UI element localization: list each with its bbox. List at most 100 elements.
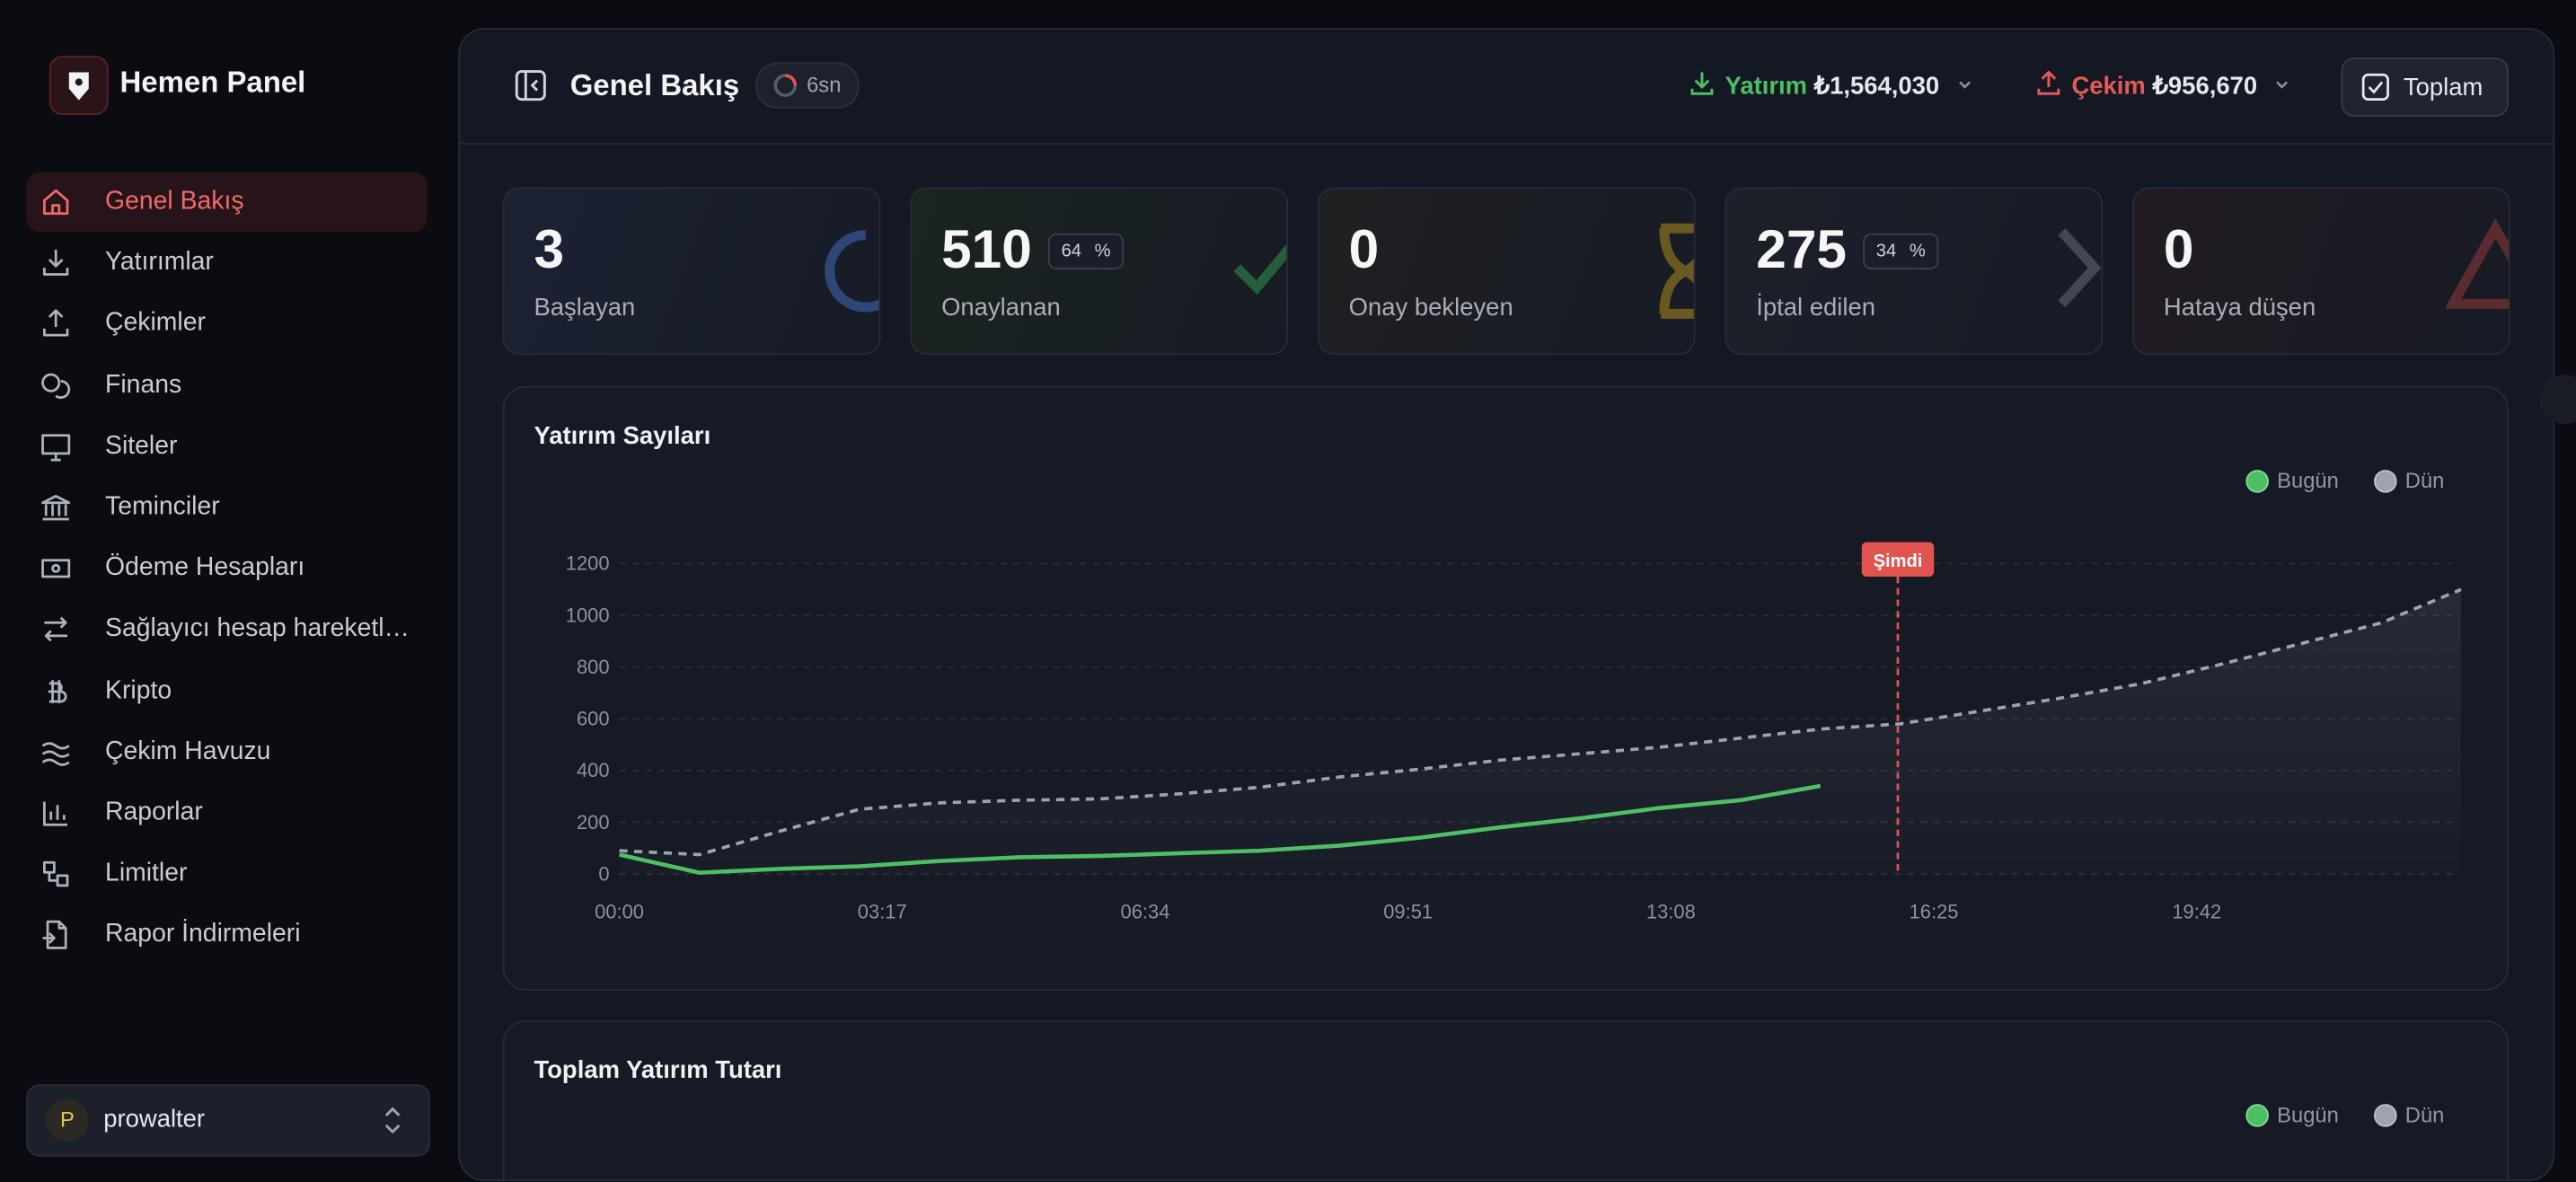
logo-icon xyxy=(68,72,89,101)
icon-path xyxy=(41,372,71,399)
badge-unit: % xyxy=(1909,241,1926,261)
nav-item[interactable]: Genel Bakış xyxy=(26,172,428,232)
nav-icon xyxy=(43,310,69,338)
spinner xyxy=(773,74,798,97)
stat-label: Başlayan xyxy=(534,294,636,322)
legend-item[interactable]: Bugün xyxy=(2245,468,2339,493)
nav-item[interactable]: Çekim Havuzu xyxy=(26,722,427,781)
nav-item[interactable]: Teminciler xyxy=(26,478,427,537)
nav-item[interactable]: Kripto xyxy=(26,661,427,720)
deposit-icon xyxy=(1690,72,1714,95)
chart-card: Toplam Yatırım Tutarı xyxy=(502,1019,2510,1180)
nav-label: Yatırımlar xyxy=(105,248,214,277)
check-icon xyxy=(2361,73,2389,101)
side-handle[interactable] xyxy=(2539,375,2576,424)
x-tick-label: 09:51 xyxy=(1383,900,1433,922)
nav-label: Siteler xyxy=(105,431,178,460)
nav-item[interactable]: Ödeme Hesapları xyxy=(26,539,427,598)
chart-title: Toplam Yatırım Tutarı xyxy=(534,1056,782,1085)
nav-item[interactable]: Rapor İndirmeleri xyxy=(26,906,427,966)
user-menu[interactable]: P prowalter xyxy=(26,1084,431,1157)
nav-label: Limitler xyxy=(105,859,188,888)
sidebar-toggle[interactable] xyxy=(515,69,548,102)
x-tick-label: 13:08 xyxy=(1646,900,1696,922)
nav-icon xyxy=(41,495,71,521)
deposit-amount: ₺1,564,030 xyxy=(1813,72,1940,101)
nav-icon xyxy=(42,921,67,950)
legend-label: Bugün xyxy=(2277,1102,2339,1127)
y-tick-label: 1000 xyxy=(566,604,610,626)
icon-path xyxy=(1659,223,1694,319)
stat-badge: 34% xyxy=(1863,233,1939,269)
legend-item[interactable]: Bugün xyxy=(2245,1102,2339,1127)
caret xyxy=(1958,81,1971,89)
page-title: Genel Bakış xyxy=(569,68,740,102)
y-tick-label: 800 xyxy=(577,656,610,678)
legend-label: Dün xyxy=(2404,468,2445,493)
x-tick-label: 19:42 xyxy=(2172,900,2221,922)
stat-value: 3 xyxy=(534,218,565,279)
x-tick-label: 16:25 xyxy=(1910,900,1959,922)
nav-item[interactable]: Finans xyxy=(26,356,427,415)
badge-unit: % xyxy=(1094,241,1111,261)
nav-item[interactable]: Siteler xyxy=(26,417,427,476)
stat-value: 510 xyxy=(941,218,1032,279)
card-icon xyxy=(1659,223,1694,319)
refresh-label: 6sn xyxy=(807,72,842,97)
nav-item[interactable]: Çekimler xyxy=(26,295,427,354)
icon-path xyxy=(2446,218,2510,309)
deposit-total[interactable]: Yatırım ₺1,564,030 xyxy=(1689,71,1972,101)
caret xyxy=(2276,81,2289,89)
icon-path xyxy=(48,679,67,703)
total-button[interactable]: Toplam xyxy=(2341,57,2510,117)
nav-icon xyxy=(43,189,69,216)
y-tick-label: 0 xyxy=(598,862,609,885)
nav-icon xyxy=(43,250,69,277)
icon-path xyxy=(41,559,71,578)
nav-item[interactable]: Raporlar xyxy=(26,783,427,842)
legend-label: Bugün xyxy=(2277,468,2339,493)
y-tick-label: 400 xyxy=(577,759,610,781)
series-line xyxy=(619,587,2462,857)
nav-item[interactable]: Sağlayıcı hesap hareketl… xyxy=(26,600,427,659)
card-icon xyxy=(2446,218,2510,309)
icon-path xyxy=(42,921,67,950)
icon-path xyxy=(825,230,879,313)
icon-path xyxy=(44,617,67,643)
avatar: P xyxy=(46,1098,89,1142)
nav-label: Raporlar xyxy=(105,798,203,827)
nav-label: Kripto xyxy=(105,675,172,704)
y-tick-label: 1200 xyxy=(566,552,610,575)
deposit-label: Yatırım xyxy=(1725,72,1808,101)
refresh-timer[interactable]: 6sn xyxy=(755,62,860,109)
icon-path xyxy=(43,189,69,216)
legend-item[interactable]: Dün xyxy=(2374,468,2445,493)
stat-card: 0 Hataya düşen xyxy=(2132,187,2510,356)
withdrawal-total[interactable]: Çekim ₺956,670 xyxy=(2035,70,2290,101)
stat-value: 0 xyxy=(1348,218,1380,279)
header-divider xyxy=(460,143,2554,145)
now-label: Şimdi xyxy=(1874,551,1923,571)
nav-label: Rapor İndirmeleri xyxy=(105,920,301,949)
stat-value: 0 xyxy=(2163,218,2194,279)
stat-card: 510 Onaylanan 64% xyxy=(910,187,1288,356)
brand: Hemen Panel xyxy=(119,66,306,99)
nav-label: Çekim Havuzu xyxy=(105,737,271,765)
nav-item[interactable]: Limitler xyxy=(26,844,427,904)
stat-card: 3 Başlayan xyxy=(502,187,881,356)
legend-swatch xyxy=(2374,1103,2397,1126)
user-name: prowalter xyxy=(103,1105,206,1134)
legend-item[interactable]: Dün xyxy=(2374,1102,2444,1127)
icon-path xyxy=(41,433,71,462)
legend-swatch xyxy=(2245,1103,2269,1126)
chart-title: Yatırım Sayıları xyxy=(534,422,711,451)
nav-icon xyxy=(41,559,71,578)
withdrawal-label: Çekim xyxy=(2071,72,2146,101)
nav-label: Sağlayıcı hesap hareketl… xyxy=(105,614,410,643)
y-tick-label: 600 xyxy=(577,708,610,730)
withdrawal-icon xyxy=(2037,70,2060,95)
nav-item[interactable]: Yatırımlar xyxy=(26,234,427,293)
